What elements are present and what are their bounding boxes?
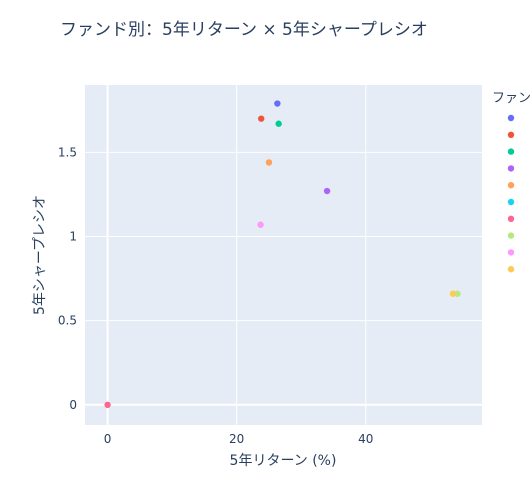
legend-marker [507,266,515,273]
data-point [258,115,265,122]
y-axis-ticks: 0 0.5 1 1.5 [58,145,77,411]
y-axis-title: 5年シャープレシオ [32,195,48,315]
legend-marker [507,148,515,155]
data-point [454,290,461,297]
legend-marker [507,215,515,222]
data-points [104,100,461,409]
legend-marker [507,182,515,189]
x-axis-title: 5年リターン (%) [230,453,337,469]
plot-area [85,85,482,425]
legend-marker [507,165,515,172]
y-tick-label: 0 [69,398,77,412]
x-tick-label: 40 [358,432,373,446]
x-tick-label: 20 [229,432,244,446]
data-point [323,187,331,195]
x-axis-ticks: 0 20 40 [104,432,374,446]
y-tick-label: 1.5 [58,145,77,159]
legend-marker [507,232,515,239]
legend-marker [507,198,515,206]
x-tick-label: 0 [104,432,112,446]
data-point [275,120,282,127]
y-tick-label: 1 [69,229,77,243]
data-point [104,401,111,409]
data-point [449,290,457,297]
data-point [257,221,264,228]
legend-marker [507,131,515,138]
data-point [274,100,281,107]
legend-marker [507,249,515,256]
chart-title: ファンド別：5年リターン × 5年シャープレシオ [60,20,428,40]
legend-marker [507,114,515,122]
legend-title: ファン [492,91,530,106]
data-point [265,159,273,166]
y-tick-label: 0.5 [58,314,77,328]
legend: ファン [492,91,530,273]
grid-lines [85,85,482,425]
